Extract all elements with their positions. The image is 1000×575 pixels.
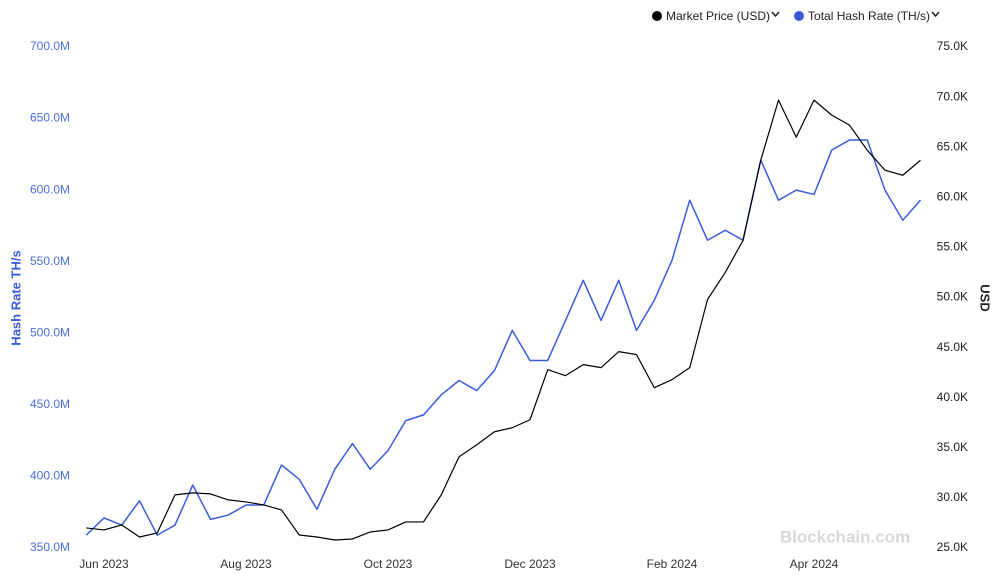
legend-chevron bbox=[771, 11, 780, 18]
watermark: Blockchain.com bbox=[780, 527, 910, 546]
y-tick-label: 650.0M bbox=[30, 111, 70, 125]
y2-tick-label: 30.0K bbox=[937, 490, 968, 504]
y2-tick-label: 75.0K bbox=[937, 39, 968, 53]
y2-tick-label: 60.0K bbox=[937, 189, 968, 203]
legend-marker bbox=[794, 11, 805, 21]
legend-chevron bbox=[931, 11, 940, 18]
y-tick-label: 400.0M bbox=[30, 469, 70, 483]
series-line bbox=[86, 99, 921, 541]
legend-marker bbox=[652, 11, 662, 21]
y2-tick-label: 45.0K bbox=[937, 340, 968, 354]
legend-label: Total Hash Rate (TH/s) bbox=[808, 9, 930, 23]
y-tick-label: 600.0M bbox=[30, 182, 70, 196]
x-tick-label: Apr 2024 bbox=[790, 557, 839, 571]
y2-axis-title: USD bbox=[978, 284, 993, 311]
y-tick-label: 450.0M bbox=[30, 397, 70, 411]
y-tick-label: 500.0M bbox=[30, 325, 70, 339]
y-tick-label: 550.0M bbox=[30, 254, 70, 268]
y2-tick-label: 70.0K bbox=[937, 89, 968, 103]
y2-tick-label: 65.0K bbox=[937, 139, 968, 153]
x-tick-label: Jun 2023 bbox=[79, 557, 129, 571]
y-tick-label: 700.0M bbox=[30, 39, 70, 53]
y2-tick-label: 25.0K bbox=[937, 540, 968, 554]
y-axis-title: Hash Rate TH/s bbox=[8, 250, 23, 345]
y2-tick-label: 35.0K bbox=[937, 440, 968, 454]
x-tick-label: Aug 2023 bbox=[220, 557, 272, 571]
series-line bbox=[85, 139, 922, 536]
y2-tick-label: 50.0K bbox=[937, 290, 968, 304]
legend-label: Market Price (USD) bbox=[666, 9, 770, 23]
y2-tick-label: 55.0K bbox=[937, 240, 968, 254]
x-tick-label: Oct 2023 bbox=[364, 557, 413, 571]
x-tick-label: Dec 2023 bbox=[504, 557, 556, 571]
legend-item[interactable]: Market Price (USD) bbox=[652, 9, 780, 23]
legend-item[interactable]: Total Hash Rate (TH/s) bbox=[794, 9, 940, 23]
y-tick-label: 350.0M bbox=[30, 540, 70, 554]
x-tick-label: Feb 2024 bbox=[647, 557, 698, 571]
y2-tick-label: 40.0K bbox=[937, 390, 968, 404]
